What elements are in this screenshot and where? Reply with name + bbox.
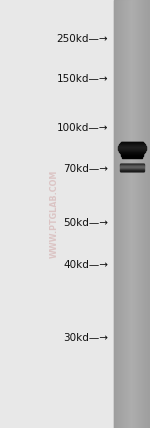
Bar: [118, 148, 146, 149]
Bar: [129, 0, 130, 428]
Bar: [142, 0, 143, 428]
Bar: [114, 0, 115, 428]
Bar: [120, 153, 144, 154]
Bar: [147, 0, 148, 428]
Bar: [149, 0, 150, 428]
Bar: [122, 0, 123, 428]
Bar: [136, 0, 137, 428]
Bar: [115, 0, 116, 428]
Bar: [118, 147, 146, 148]
Bar: [121, 155, 143, 156]
Bar: [119, 151, 145, 152]
Bar: [144, 0, 145, 428]
Bar: [139, 0, 140, 428]
Bar: [122, 156, 142, 157]
Bar: [146, 0, 147, 428]
Bar: [137, 0, 138, 428]
Bar: [117, 0, 118, 428]
Bar: [148, 0, 149, 428]
Bar: [134, 0, 135, 428]
Bar: [125, 0, 126, 428]
Bar: [127, 0, 128, 428]
Bar: [133, 0, 134, 428]
Bar: [121, 154, 143, 155]
Text: 40kd—→: 40kd—→: [63, 260, 108, 270]
Bar: [130, 0, 131, 428]
Bar: [119, 145, 145, 146]
Bar: [132, 0, 133, 428]
Bar: [119, 150, 145, 151]
Bar: [141, 0, 142, 428]
Text: 250kd—→: 250kd—→: [56, 33, 108, 44]
Bar: [119, 0, 120, 428]
Bar: [118, 0, 119, 428]
Text: 150kd—→: 150kd—→: [56, 74, 108, 84]
Bar: [128, 0, 129, 428]
Bar: [121, 142, 143, 143]
Text: 100kd—→: 100kd—→: [57, 123, 108, 134]
Bar: [145, 0, 146, 428]
Bar: [121, 0, 122, 428]
Bar: [120, 0, 121, 428]
Bar: [120, 152, 144, 153]
Bar: [143, 0, 144, 428]
Text: WWW.PTGLAB.COM: WWW.PTGLAB.COM: [50, 170, 58, 258]
Bar: [119, 144, 145, 145]
Bar: [116, 0, 117, 428]
Bar: [122, 157, 142, 158]
Bar: [135, 0, 136, 428]
Bar: [140, 0, 141, 428]
Bar: [118, 146, 146, 147]
Text: 30kd—→: 30kd—→: [63, 333, 108, 343]
Bar: [118, 149, 146, 150]
Bar: [114, 0, 150, 428]
Bar: [131, 0, 132, 428]
Bar: [120, 143, 144, 144]
Bar: [124, 0, 125, 428]
Text: 70kd—→: 70kd—→: [63, 164, 108, 174]
Bar: [123, 0, 124, 428]
Text: 50kd—→: 50kd—→: [63, 217, 108, 228]
Bar: [126, 0, 127, 428]
Bar: [138, 0, 139, 428]
